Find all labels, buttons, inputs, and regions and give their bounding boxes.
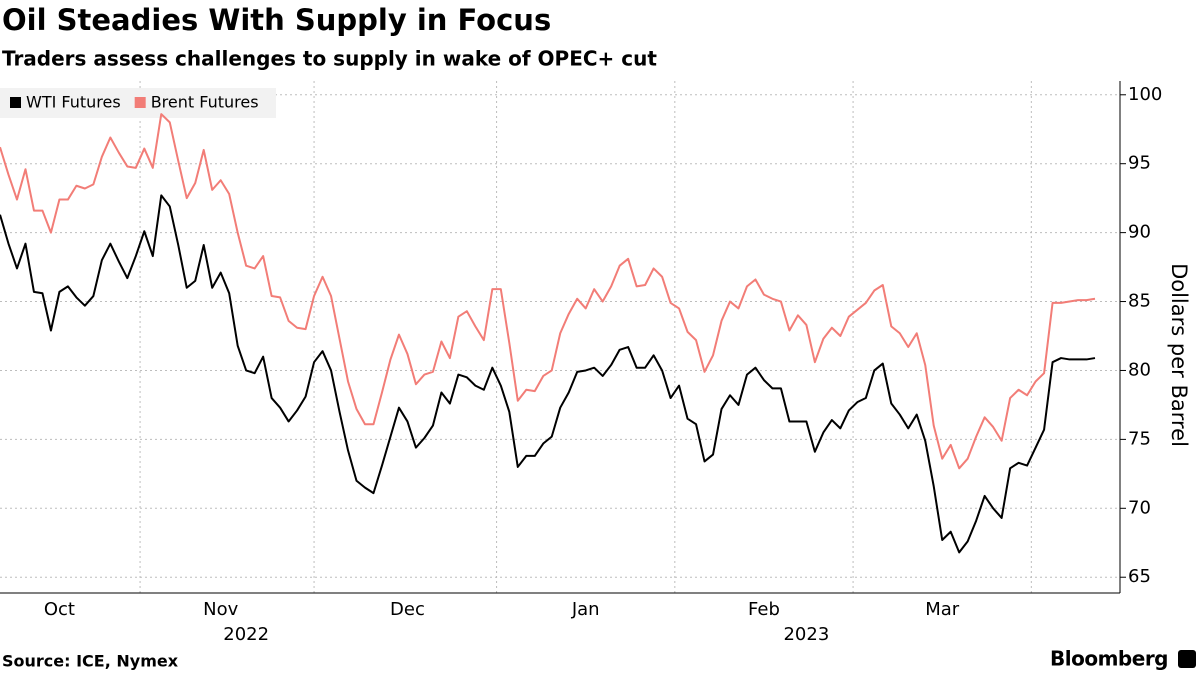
x-tick-label: Dec — [390, 599, 425, 620]
y-tick-label: 85 — [1128, 291, 1151, 312]
y-tick-label: 100 — [1128, 84, 1162, 105]
legend-swatch — [10, 97, 21, 108]
y-axis-label: Dollars per Barrel — [1167, 263, 1191, 447]
y-tick-label: 70 — [1128, 497, 1151, 518]
brand-icon — [1178, 650, 1196, 668]
y-tick-label: 80 — [1128, 359, 1151, 380]
x-tick-label: Jan — [571, 599, 600, 620]
x-year-label: 2023 — [783, 624, 829, 645]
x-tick-label: Nov — [203, 599, 238, 620]
y-tick-label: 95 — [1128, 153, 1151, 174]
y-tick-label: 65 — [1128, 566, 1151, 587]
x-tick-label: Oct — [44, 599, 75, 620]
brand: Bloomberg — [1050, 647, 1168, 671]
line-series — [0, 113, 1096, 470]
legend-label: Brent Futures — [151, 93, 259, 112]
line-series — [0, 194, 1096, 554]
chart-subtitle: Traders assess challenges to supply in w… — [2, 47, 657, 71]
x-tick-label: Feb — [748, 599, 780, 620]
legend-label: WTI Futures — [26, 93, 121, 112]
x-year-label: 2022 — [223, 624, 269, 645]
x-tick-label: Mar — [925, 599, 960, 620]
y-tick-label: 90 — [1128, 222, 1151, 243]
source: Source: ICE, Nymex — [2, 652, 179, 671]
y-tick-label: 75 — [1128, 428, 1151, 449]
legend-swatch — [134, 97, 146, 108]
chart-title: Oil Steadies With Supply in Focus — [2, 3, 551, 37]
